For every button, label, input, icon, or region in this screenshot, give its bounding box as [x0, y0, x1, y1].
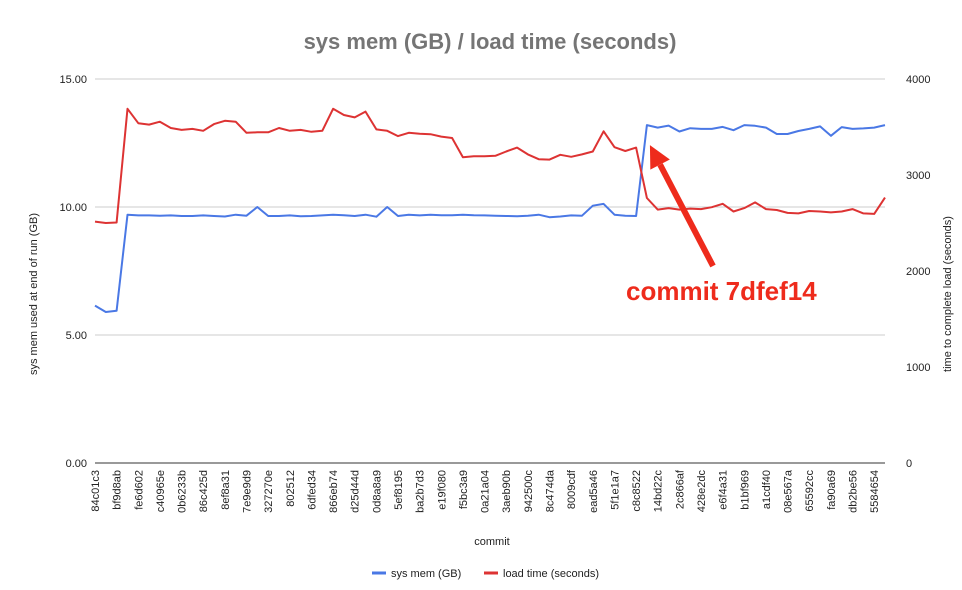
series-line-1	[94, 107, 886, 224]
x-tick-label: 866eb74	[328, 470, 340, 513]
annotation-arrow-shaft	[657, 163, 716, 268]
x-tick-label: 86c425d	[198, 470, 210, 512]
x-tick-label: 5584654	[869, 470, 881, 513]
chart-title: sys mem (GB) / load time (seconds)	[304, 29, 677, 54]
left-tick-label: 5.00	[66, 330, 87, 342]
x-tick-label: fa90a69	[826, 470, 838, 510]
series-line-0	[94, 124, 886, 313]
x-tick-label: 8c474da	[545, 469, 557, 512]
x-tick-label: ba2b7d3	[415, 470, 427, 513]
x-axis-ticks: 84c01c3 bf9d8ab fe6d602 c40965e 0b6233b 86c42…	[90, 469, 881, 513]
x-tick-label: e6f4a31	[718, 470, 730, 510]
x-tick-label: 8009cdf	[566, 469, 578, 509]
x-tick-label: c40965e	[155, 470, 167, 512]
right-tick-label: 3000	[906, 170, 930, 182]
x-tick-label: d25d44d	[350, 470, 362, 513]
legend-label: sys mem (GB)	[391, 568, 461, 580]
x-tick-label: a1cdf40	[761, 470, 773, 509]
x-tick-label: 942500c	[523, 470, 535, 513]
x-tick-label: 0d8a8a9	[371, 470, 383, 513]
right-tick-label: 2000	[906, 266, 930, 278]
x-tick-label: 5ef8195	[393, 470, 405, 510]
right-axis-title: time to complete load (seconds)	[942, 216, 954, 372]
x-tick-label: bf9d8ab	[112, 470, 124, 510]
right-tick-label: 4000	[906, 74, 930, 86]
x-tick-label: db2be56	[848, 470, 860, 513]
left-axis-ticks: 0.00 5.00 10.00 15.00	[59, 74, 87, 470]
x-tick-label: 3aeb90b	[501, 470, 513, 513]
x-tick-label: 6dfed34	[306, 470, 318, 510]
x-tick-label: 84c01c3	[90, 470, 102, 512]
x-tick-label: f5bc3a9	[458, 470, 470, 509]
x-tick-label: 327270e	[263, 470, 275, 513]
left-tick-label: 0.00	[66, 458, 87, 470]
series-layer	[94, 107, 886, 313]
x-tick-label: 802512	[285, 470, 297, 507]
left-axis-title: sys mem used at end of run (GB)	[28, 213, 40, 375]
right-tick-label: 0	[906, 458, 912, 470]
x-tick-label: b1bf969	[739, 470, 751, 510]
x-tick-label: 14bd22c	[653, 470, 665, 513]
right-tick-label: 1000	[906, 362, 930, 374]
x-tick-label: ead5a46	[588, 470, 600, 513]
gridlines	[95, 78, 885, 464]
x-tick-label: 5f1e1a7	[609, 470, 621, 510]
x-tick-label: 0a21a04	[480, 470, 492, 513]
left-tick-label: 10.00	[59, 202, 87, 214]
x-tick-label: 7e9e9d9	[242, 470, 254, 513]
x-tick-label: 08e567a	[783, 469, 795, 513]
annotation-text: commit 7dfef14	[626, 276, 817, 306]
annotation-arrow-head	[649, 145, 670, 170]
x-tick-label: c8c8522	[631, 470, 643, 512]
x-tick-label: e19f080	[436, 470, 448, 510]
right-axis-ticks: 0 1000 2000 3000 4000	[906, 74, 930, 470]
x-tick-label: 428e2dc	[696, 470, 708, 513]
legend: sys mem (GB) load time (seconds)	[372, 568, 599, 580]
x-tick-label: 65592cc	[804, 470, 816, 512]
x-axis-title: commit	[474, 536, 509, 548]
x-tick-label: 8ef8a31	[220, 470, 232, 510]
left-tick-label: 15.00	[59, 74, 87, 86]
x-tick-label: 2c866af	[674, 469, 686, 509]
annotation: commit 7dfef14	[626, 145, 817, 306]
x-tick-label: fe6d602	[133, 470, 145, 510]
x-tick-label: 0b6233b	[177, 470, 189, 513]
legend-label: load time (seconds)	[503, 568, 599, 580]
